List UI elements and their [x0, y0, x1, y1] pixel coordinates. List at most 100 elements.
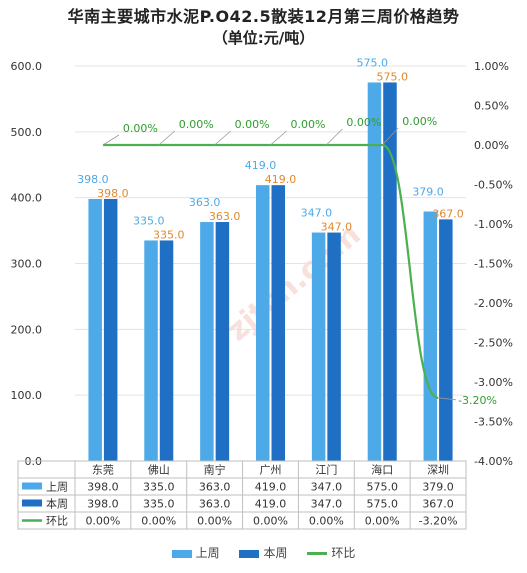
table-cell: 575.0	[366, 498, 398, 511]
table-cell: 363.0	[199, 498, 231, 511]
ratio-leader-line	[270, 130, 287, 146]
bar-label-this-week: 419.0	[265, 173, 297, 186]
ratio-label: 0.00%	[346, 116, 381, 129]
right-tick-label: -0.50%	[474, 179, 513, 192]
category-label: 东莞	[92, 464, 114, 477]
right-tick-label: 0.50%	[474, 100, 509, 113]
bar-this-week	[383, 82, 397, 461]
table-row-label: 环比	[46, 515, 68, 528]
legend-item-ratio: 环比	[307, 544, 355, 561]
left-tick-label: 200.0	[11, 323, 43, 336]
legend-item-last-week: 上周	[171, 544, 220, 561]
right-tick-label: 1.00%	[474, 60, 509, 73]
table-cell: 398.0	[87, 498, 119, 511]
table-cell: 363.0	[199, 481, 231, 494]
left-tick-label: 300.0	[11, 258, 43, 271]
bar-last-week	[256, 185, 270, 462]
table-cell: -3.20%	[419, 515, 458, 528]
legend-swatch-ratio	[307, 552, 328, 555]
category-label: 南宁	[204, 463, 226, 477]
ratio-label: 0.00%	[291, 118, 326, 131]
table-cell: 398.0	[87, 481, 119, 494]
right-tick-label: -3.50%	[474, 416, 513, 429]
legend-label-this-week: 本周	[263, 546, 288, 560]
ratio-leader-line	[214, 130, 231, 146]
legend-label-last-week: 上周	[195, 546, 220, 560]
legend-label-ratio: 环比	[331, 546, 356, 560]
legend-item-this-week: 本周	[239, 544, 288, 561]
table-cell: 575.0	[366, 481, 398, 494]
table-cell: 0.00%	[365, 515, 400, 528]
bar-label-last-week: 335.0	[133, 214, 165, 227]
right-tick-label: -4.00%	[474, 455, 513, 468]
right-axis: -4.00% -3.50% -3.00% -2.50% -2.00% -1.50% -1.0…	[474, 60, 513, 468]
table-cell: 0.00%	[197, 515, 232, 528]
ratio-leader-line	[158, 130, 176, 146]
legend-swatch-last-week	[171, 549, 192, 558]
table-cell: 0.00%	[141, 515, 176, 528]
right-tick-label: -2.00%	[474, 297, 513, 310]
left-tick-label: 400.0	[11, 192, 43, 205]
ratio-leader-line	[438, 397, 457, 401]
bar-last-week	[367, 82, 382, 461]
right-tick-label: -3.00%	[474, 376, 513, 389]
ratio-leader-line	[102, 134, 120, 146]
bar-label-this-week: 363.0	[209, 210, 241, 223]
ratio-label: 0.00%	[123, 122, 158, 135]
left-tick-label: 600.0	[11, 60, 43, 73]
chart-title: 华南主要城市水泥P.O42.5散装12月第三周价格趋势	[67, 7, 460, 26]
table-cell: 367.0	[422, 498, 454, 511]
table-cell: 347.0	[311, 481, 343, 494]
bar-last-week	[311, 232, 326, 461]
watermark-text: zjtcn.com	[220, 217, 367, 348]
ratio-label: 0.00%	[235, 118, 270, 131]
bar-this-week	[271, 185, 285, 462]
table-row-label: 本周	[46, 497, 68, 511]
chart-subtitle: （单位:元/吨）	[212, 29, 315, 47]
ratio-line-path	[102, 143, 439, 399]
right-tick-label: -1.00%	[474, 218, 513, 231]
bar-last-week	[88, 198, 102, 461]
bar-last-week	[423, 211, 438, 461]
legend: 上周 本周 环比	[0, 544, 527, 561]
bar-label-this-week: 575.0	[376, 70, 408, 83]
table-cell: 379.0	[422, 481, 454, 494]
category-label: 广州	[260, 464, 282, 477]
category-label: 江门	[315, 463, 337, 477]
watermark: zjtcn.com	[220, 217, 367, 348]
table-cell: 335.0	[143, 481, 175, 494]
table-cell: 419.0	[255, 481, 287, 494]
right-tick-label: -1.50%	[474, 258, 513, 271]
table-cell: 335.0	[143, 498, 175, 511]
ratio-leader-line	[381, 127, 399, 146]
legend-swatch-this-week	[239, 549, 260, 558]
ratio-leader-line	[326, 128, 343, 146]
category-label: 深圳	[427, 464, 449, 477]
table-cell: 419.0	[255, 498, 287, 511]
bar-this-week	[439, 219, 453, 461]
ratio-line	[102, 143, 439, 399]
left-tick-label: 100.0	[11, 389, 43, 402]
title-block: 华南主要城市水泥P.O42.5散装12月第三周价格趋势 （单位:元/吨）	[0, 6, 527, 48]
bar-label-last-week: 347.0	[301, 207, 333, 220]
table-cell: 0.00%	[309, 515, 344, 528]
bar-label-this-week: 398.0	[97, 187, 129, 200]
left-tick-label: 500.0	[11, 126, 43, 139]
bar-last-week	[144, 240, 158, 461]
bar-label-this-week: 335.0	[153, 228, 185, 241]
bar-this-week	[159, 240, 174, 461]
table-legend-swatch	[22, 482, 42, 490]
table-legend-swatch	[22, 499, 42, 507]
bar-label-last-week: 363.0	[189, 196, 221, 209]
table-row-label: 上周	[46, 481, 68, 494]
table-cell: 347.0	[311, 498, 343, 511]
ratio-label: -3.20%	[458, 394, 497, 407]
right-tick-label: 0.00%	[474, 139, 509, 152]
line-labels: 0.00% 0.00% 0.00% 0.00% 0.00% 0.00% -3.20%	[102, 115, 497, 407]
bar-label-last-week: 379.0	[412, 185, 444, 198]
